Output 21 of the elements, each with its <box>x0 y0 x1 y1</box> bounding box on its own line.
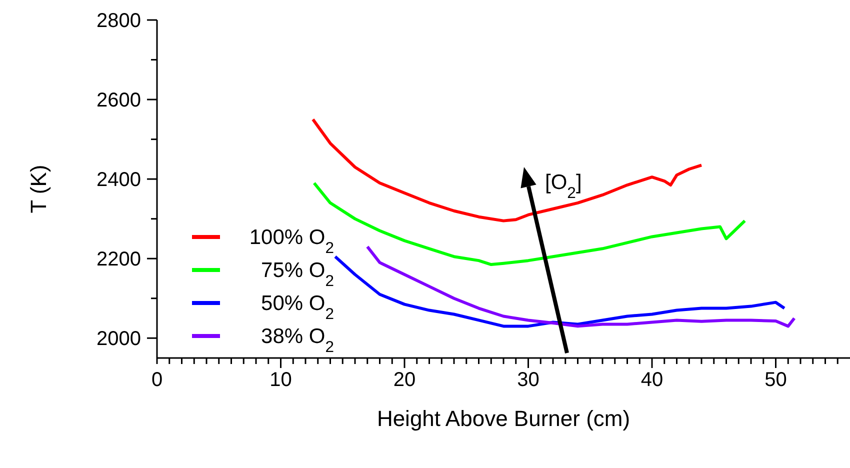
line-series <box>334 255 786 328</box>
x-tick-label: 40 <box>640 369 664 391</box>
annotation: [O$_{2}$] <box>545 171 582 202</box>
y-tick-label: 2200 <box>96 248 141 271</box>
x-tick-label: 20 <box>393 369 416 391</box>
line-series <box>311 118 703 222</box>
x-tick-label: 30 <box>517 369 540 391</box>
x-tick-label: 50 <box>764 369 787 391</box>
legend-label: 100% O$_{2}$ <box>249 226 334 256</box>
x-tick-label: 0 <box>151 369 163 391</box>
x-tick-label: 10 <box>270 369 292 391</box>
legend-label: 50% O$_{2}$ <box>261 292 334 322</box>
legend-label: 38% O$_{2}$ <box>261 325 334 356</box>
y-tick-label: 2000 <box>96 328 141 350</box>
line-series <box>366 245 796 328</box>
y-tick-label: 2800 <box>96 10 141 32</box>
x-axis-title: Height Above Burner (cm) <box>376 406 630 431</box>
y-tick-label: 2400 <box>96 169 141 192</box>
legend-label: 75% O$_{2}$ <box>261 259 334 290</box>
y-axis-title: T (K) <box>26 164 51 214</box>
y-tick-label: 2600 <box>96 90 141 112</box>
